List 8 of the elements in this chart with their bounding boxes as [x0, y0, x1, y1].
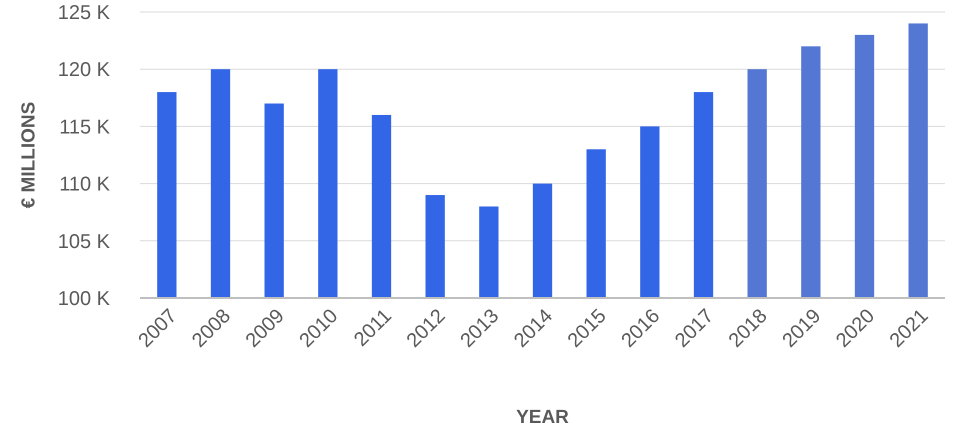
y-tick-label: 110 K [59, 174, 111, 196]
y-tick-label: 105 K [58, 230, 111, 253]
y-axis-title: € MILLIONS [18, 102, 40, 208]
x-axis-title: YEAR [516, 407, 570, 428]
y-tick-label: 120 K [58, 59, 111, 82]
y-tick-label: 115 K [59, 116, 111, 138]
y-tick-label: 125 K [58, 2, 111, 24]
y-tick-label: 100 K [58, 288, 111, 310]
